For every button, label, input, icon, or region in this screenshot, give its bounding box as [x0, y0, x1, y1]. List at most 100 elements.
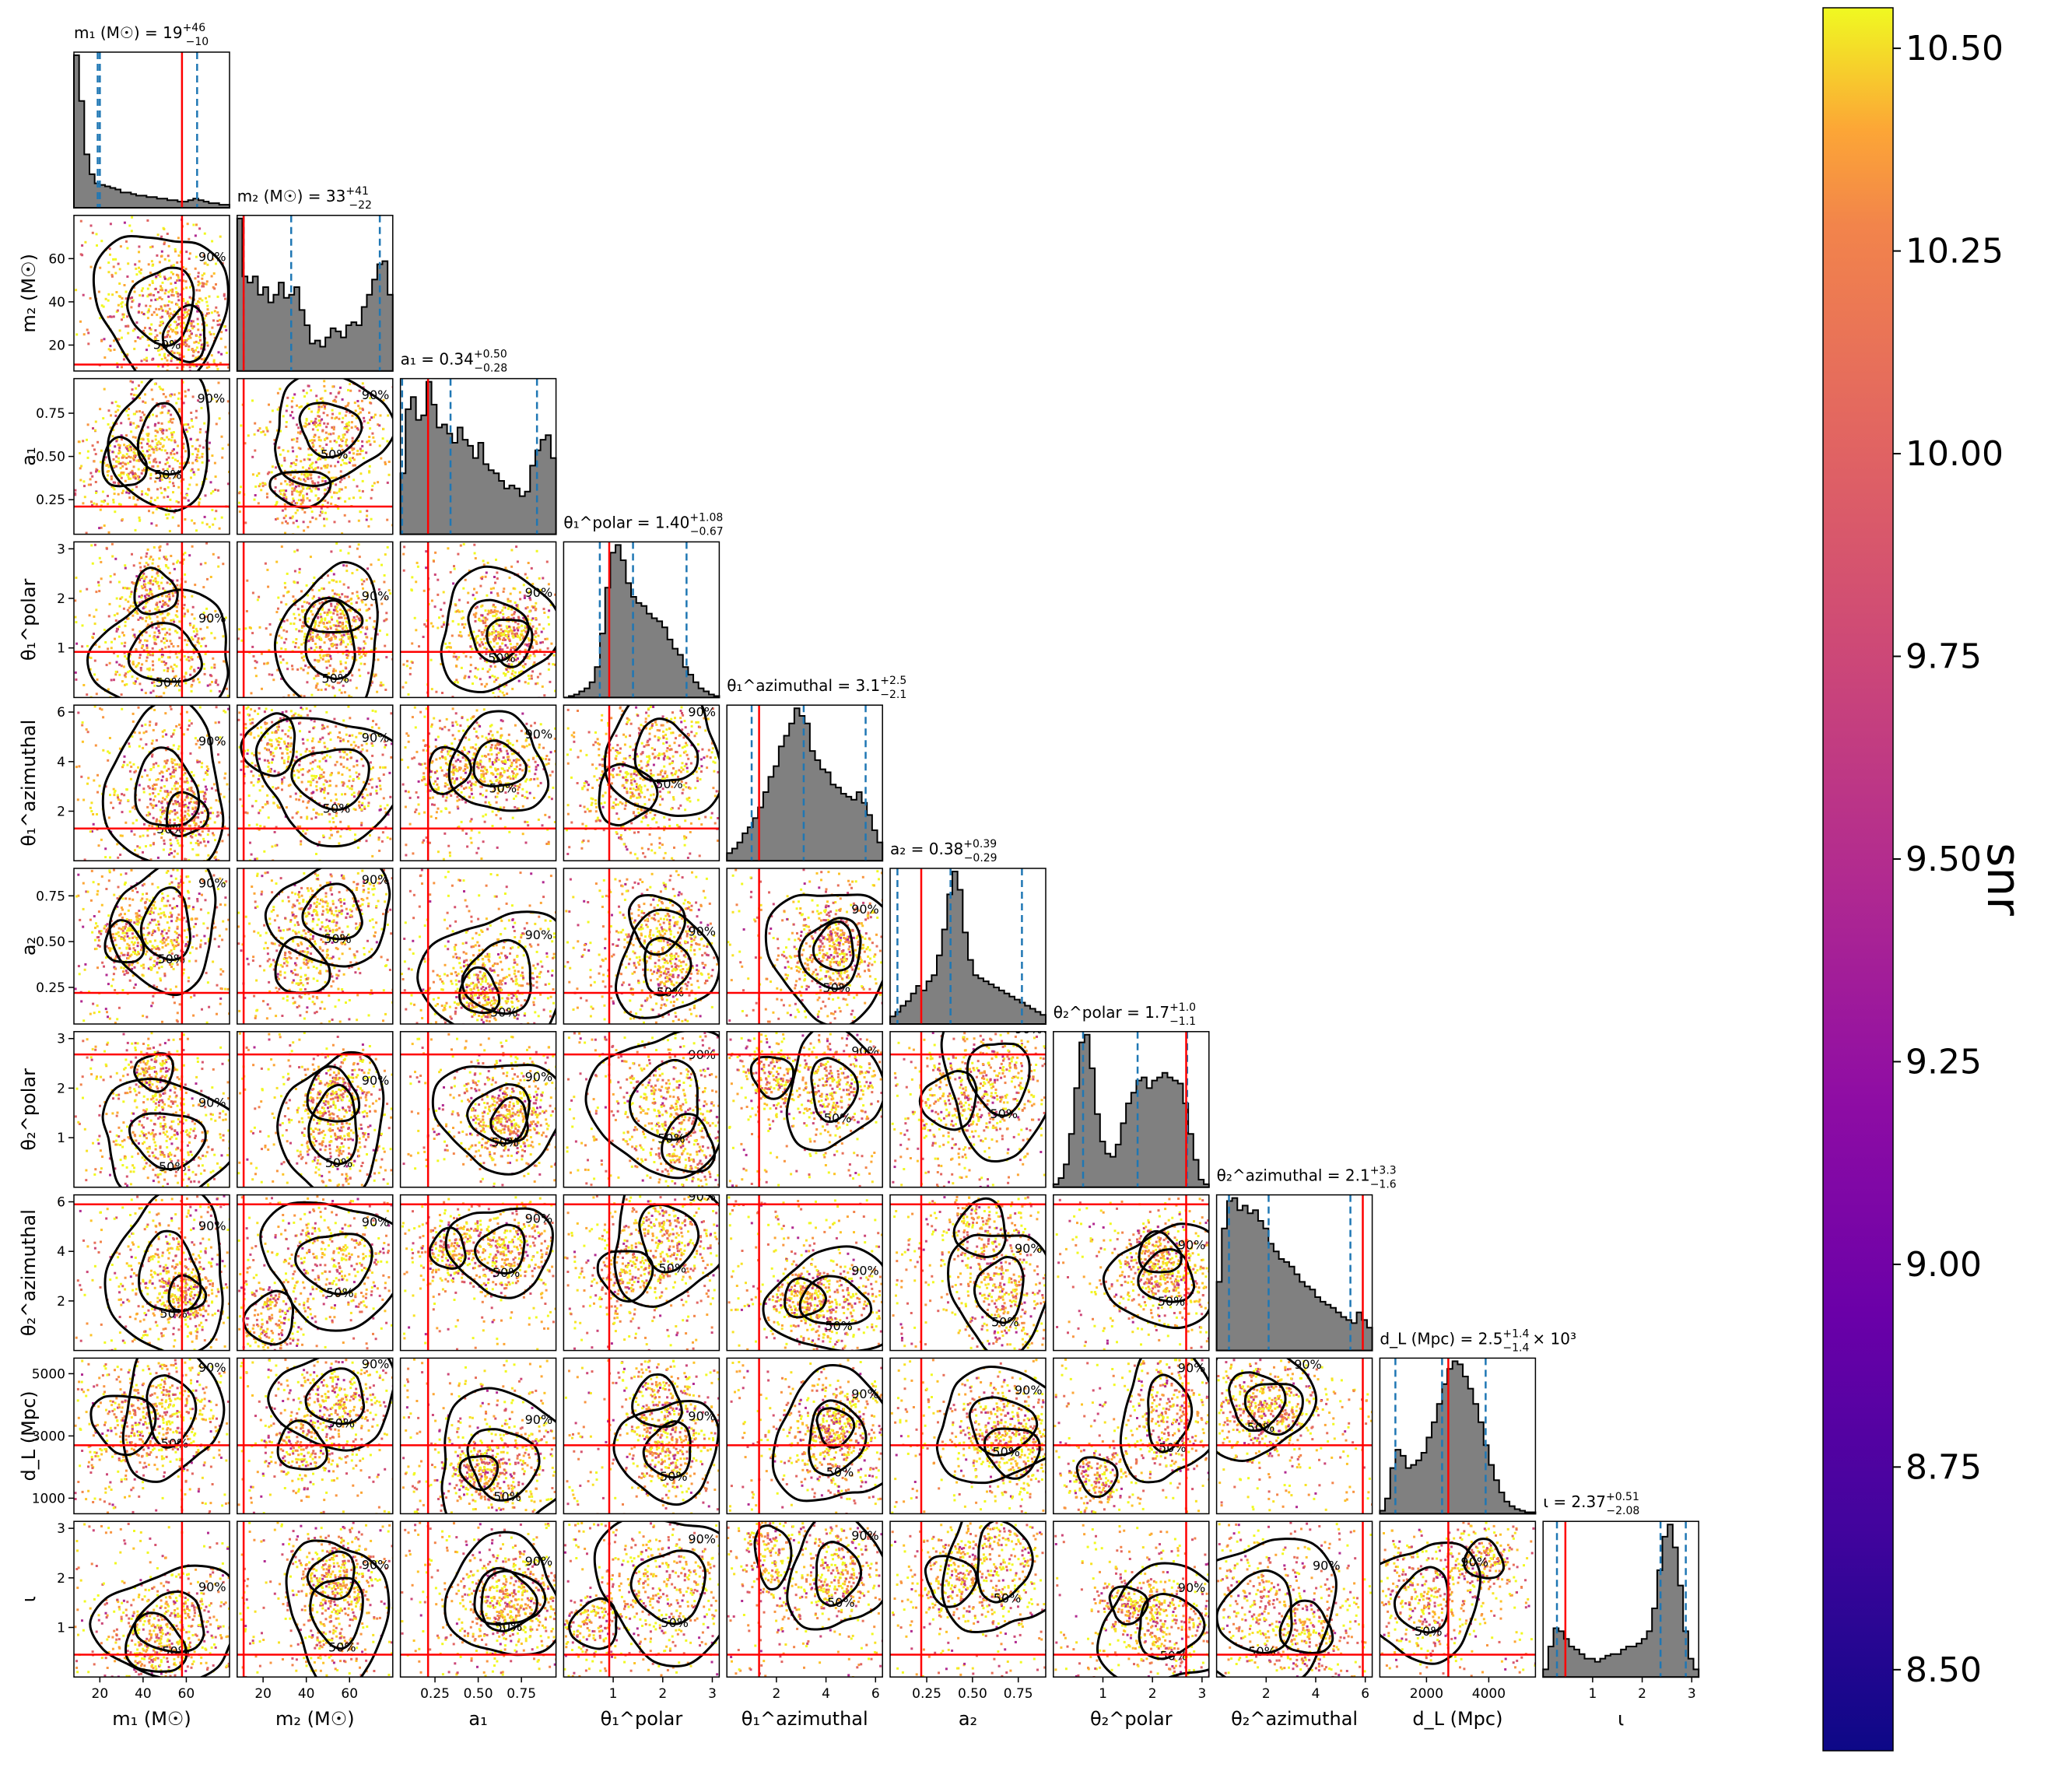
panel-title-m1: m₁ (M☉) = 19+46 −10 [74, 22, 209, 48]
contour-50 [309, 1576, 364, 1650]
panel-frame [73, 704, 230, 861]
contour-label-90: 90% [362, 388, 390, 402]
scatter-panel-t2a-vs-t1p: 50% 90% [563, 1194, 720, 1352]
contour-label-90: 90% [688, 1408, 716, 1423]
scatter-panel-t2a-vs-t2p: 50% 90% [1053, 1194, 1210, 1352]
contour-label-50: 50% [992, 1444, 1020, 1459]
contour-label-90: 90% [1294, 1357, 1322, 1372]
contour-label-90: 90% [198, 734, 226, 749]
panel-frame [726, 868, 883, 1025]
contour-50 [307, 1083, 358, 1166]
contour-90 [108, 868, 217, 997]
contour-label-50: 50% [325, 1156, 353, 1170]
contour-label-50: 50% [655, 777, 683, 791]
contour-90 [771, 1364, 883, 1503]
hist-panel-iota [1542, 1520, 1700, 1678]
contour-label-90: 90% [362, 1558, 390, 1573]
contour-label-90: 90% [198, 611, 226, 626]
contour-label-90: 90% [362, 1215, 390, 1229]
contour-50 [486, 619, 534, 668]
contour-label-90: 90% [851, 1387, 879, 1401]
contour-50 [976, 1521, 1034, 1604]
contour-90 [1096, 1562, 1209, 1678]
scatter-panel-t1p-vs-m1: 50% 90% [73, 541, 230, 699]
panel-frame [1053, 1031, 1210, 1188]
contour-50 [629, 1549, 707, 1625]
contour-90 [940, 1031, 1046, 1163]
contour-90 [107, 378, 210, 513]
y-tick-label: 3 [57, 1521, 65, 1537]
contour-label-50: 50% [158, 952, 186, 966]
y-tick-label: 2 [57, 1081, 65, 1096]
contour-90 [264, 868, 391, 968]
scatter-panel-dL-vs-m1: 50% 90% [73, 1357, 230, 1515]
hist-bars-m1 [73, 54, 230, 209]
scatter-panel-iota-vs-t1p: 50% 90% [563, 1520, 720, 1678]
contour-90 [612, 1400, 720, 1506]
contour-label-90: 90% [525, 1554, 553, 1569]
contour-label-50: 50% [991, 1314, 1019, 1329]
hist-bars-m2 [236, 217, 394, 372]
x-tick-label: 3 [708, 1686, 717, 1702]
hist-bars-t1p [563, 544, 720, 699]
x-axis-label-a2: a₂ [959, 1708, 977, 1730]
contour-50 [161, 303, 206, 363]
panel-frame [726, 1520, 883, 1678]
contour-50 [466, 1083, 531, 1145]
panel-frame [889, 1031, 1047, 1188]
x-tick-label: 60 [178, 1686, 195, 1702]
contour-50 [480, 1569, 547, 1632]
x-axis-label-m1: m₁ (M☉) [112, 1708, 191, 1730]
scatter-panel-iota-vs-m1: 50% 90% [73, 1520, 230, 1678]
contour-label-90: 90% [198, 1580, 226, 1594]
scatter-panel-t2p-vs-t1p: 50%90% [563, 1031, 720, 1188]
x-tick-label: 6 [1361, 1686, 1369, 1702]
contour-90 [103, 1194, 224, 1351]
panel-title-t1p: θ₁^polar = 1.40+1.08 −0.67 [563, 511, 723, 538]
contour-90 [447, 710, 550, 812]
contour-label-50: 50% [488, 651, 516, 665]
contour-50 [124, 1611, 188, 1673]
contour-50 [968, 1396, 1039, 1457]
panel-frame [1053, 1194, 1210, 1352]
hist-panel-m1 [73, 51, 230, 209]
panel-frame [73, 215, 230, 372]
contour-label-50: 50% [657, 1131, 685, 1146]
panel-title-dL: d_L (Mpc) = 2.5+1.4 −1.4 × 10³ [1380, 1327, 1576, 1354]
scatter-panel-t2p-vs-a1: 50% 90% [399, 1031, 557, 1188]
contour-50 [642, 1420, 692, 1479]
panel-frame [399, 868, 557, 1025]
contour-label-90: 90% [362, 588, 390, 603]
contour-label-50: 50% [154, 468, 182, 482]
y-axis-label-dL: d_L (Mpc) [18, 1390, 40, 1481]
scatter-panel-dL-vs-t1p: 50% 90% [563, 1357, 720, 1515]
panel-frame [237, 541, 394, 699]
scatter-panel-t1a-vs-a1: 50% 90% [399, 704, 557, 861]
panel-frame [726, 704, 883, 861]
contour-90 [121, 1358, 226, 1483]
contour-label-50: 50% [159, 1159, 187, 1174]
colorbar-tick-label: 9.00 [1906, 1245, 1982, 1285]
contour-50 [306, 1065, 361, 1123]
contour-label-50: 50% [493, 1265, 521, 1280]
x-tick-label: 0.25 [912, 1686, 941, 1702]
y-axis-label-t2a: θ₂^azimuthal [18, 1209, 40, 1336]
contour-50 [126, 266, 195, 347]
panel-frame [726, 1194, 883, 1352]
panel-title-t1a: θ₁^azimuthal = 3.1+2.5 −2.1 [727, 675, 906, 701]
contour-label-90: 90% [851, 902, 879, 917]
contour-label-50: 50% [826, 1465, 854, 1480]
contour-90 [259, 1201, 393, 1332]
y-tick-label: 20 [48, 338, 65, 353]
contour-label-90: 90% [198, 1096, 226, 1110]
panel-frame [73, 51, 230, 209]
contour-label-50: 50% [1248, 1644, 1276, 1659]
colorbar-tick-label: 10.50 [1906, 29, 2004, 68]
x-tick-label: 2 [1148, 1686, 1157, 1702]
contour-50 [304, 1367, 366, 1426]
panel-frame [1215, 1520, 1373, 1678]
contour-label-50: 50% [1247, 1420, 1275, 1435]
contour-label-90: 90% [198, 391, 226, 406]
contour-label-50: 50% [160, 1306, 188, 1320]
x-tick-label: 20 [254, 1686, 272, 1702]
